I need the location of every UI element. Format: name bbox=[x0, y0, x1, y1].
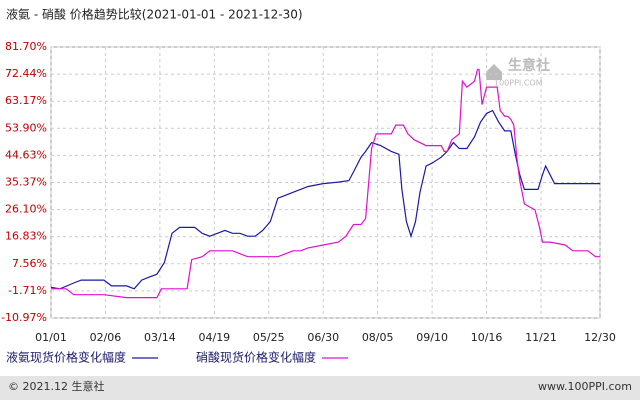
watermark-brand: 生意社 bbox=[508, 57, 550, 74]
y-tick-label: 26.10% bbox=[5, 203, 47, 216]
chart-title: 液氨 - 硝酸 价格趋势比较(2021-01-01 - 2021-12-30) bbox=[6, 7, 303, 22]
legend-label: 硝酸现货价格变化幅度 bbox=[196, 350, 316, 365]
y-tick-label: 63.17% bbox=[5, 94, 47, 107]
x-tick-label: 04/19 bbox=[198, 331, 230, 344]
y-tick-label: 72.44% bbox=[5, 67, 47, 80]
x-tick-label: 02/06 bbox=[90, 331, 122, 344]
y-tick-label: 7.56% bbox=[12, 257, 47, 270]
y-tick-label: 16.83% bbox=[5, 230, 47, 243]
x-tick-label: 03/14 bbox=[144, 331, 176, 344]
legend-label: 液氨现货价格变化幅度 bbox=[6, 350, 126, 365]
data-line bbox=[51, 68, 600, 299]
y-tick-label: 35.37% bbox=[5, 175, 47, 188]
data-line bbox=[50, 109, 600, 290]
y-tick-label: 53.90% bbox=[5, 121, 47, 134]
x-tick-label: 06/30 bbox=[307, 331, 339, 344]
y-tick-label: 81.70% bbox=[5, 40, 47, 53]
y-tick-label: -10.97% bbox=[1, 311, 47, 324]
watermark-icon bbox=[486, 64, 502, 80]
watermark-site: 100PPI.COM bbox=[494, 79, 543, 88]
footer-left: © 2021.12 生意社 bbox=[8, 379, 104, 393]
x-tick-label: 10/16 bbox=[471, 331, 503, 344]
x-tick-label: 01/01 bbox=[35, 331, 67, 344]
y-tick-label: 44.63% bbox=[5, 148, 47, 161]
x-tick-label: 11/21 bbox=[525, 331, 557, 344]
footer-bar bbox=[0, 376, 640, 400]
y-tick-label: -1.71% bbox=[8, 284, 47, 297]
x-tick-label: 08/05 bbox=[362, 331, 394, 344]
x-tick-label: 12/30 bbox=[584, 331, 616, 344]
watermark: 生意社 100PPI.COM bbox=[486, 57, 550, 88]
x-tick-label: 09/10 bbox=[416, 331, 448, 344]
footer-right: www.100PPI.com bbox=[538, 380, 632, 393]
x-tick-label: 05/25 bbox=[253, 331, 285, 344]
